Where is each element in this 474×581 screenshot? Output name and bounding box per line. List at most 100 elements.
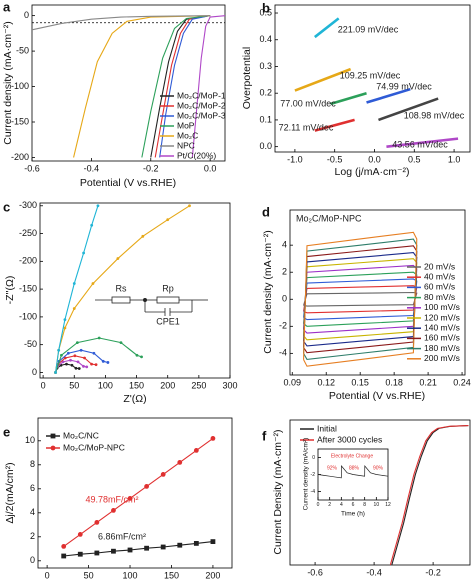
y-axis-title: -Z''(Ω): [4, 276, 16, 305]
marker: [66, 351, 70, 355]
y-tick-label: 0.4: [259, 34, 272, 44]
legend-label: Initial: [317, 423, 337, 433]
series-line: [63, 437, 214, 547]
x-tick-label: -0.6: [24, 163, 40, 173]
annotation: Rs: [116, 283, 127, 293]
legend-label: 160 mV/s: [424, 333, 460, 343]
y-axis-title: Current density (mA/cm²): [303, 438, 310, 511]
x-tick-label: 4: [340, 502, 343, 508]
marker: [77, 367, 81, 370]
marker: [160, 472, 166, 477]
annotation: 221.09 mV/dec: [338, 24, 399, 34]
x-tick-label: -0.4: [366, 567, 382, 577]
marker: [135, 353, 139, 357]
x-tick-label: 12: [385, 502, 391, 508]
y-tick-label: -300: [19, 200, 37, 210]
series-line: [366, 87, 411, 104]
marker: [127, 547, 133, 553]
y-axis-title: Δj/2(mA/cm²): [4, 462, 16, 523]
legend-label: 180 mV/s: [424, 343, 460, 353]
legend-label: 200 mV/s: [424, 353, 460, 363]
marker: [116, 257, 120, 260]
x-tick-label: -0.2: [425, 567, 441, 577]
y-tick-label: -100: [11, 81, 29, 91]
y-tick-label: -4: [279, 348, 287, 358]
marker: [97, 336, 101, 340]
series-line: [31, 15, 211, 31]
marker: [111, 548, 116, 554]
annotation: Rp: [162, 283, 174, 293]
panel-label: c: [3, 199, 10, 214]
x-tick-label: 0.21: [419, 377, 437, 387]
x-tick-label: 200: [160, 380, 175, 390]
x-tick-label: 100: [98, 380, 113, 390]
y-axis-title: Current density (mA·cm⁻²): [262, 230, 274, 353]
y-tick-label: -150: [19, 283, 37, 293]
series-line: [63, 541, 213, 557]
y-tick-label: 0: [32, 367, 37, 377]
y-tick-label: -200: [19, 256, 37, 266]
x-tick-label: 6: [352, 502, 355, 508]
x-tick-label: 100: [123, 570, 138, 580]
marker: [101, 359, 105, 363]
marker: [77, 551, 83, 557]
y-tick-label: -2: [279, 321, 287, 331]
annotation: 92%: [327, 465, 338, 471]
y-tick-label: 10: [25, 435, 35, 445]
x-axis-title: Time (h): [341, 511, 365, 518]
series-line: [159, 15, 211, 158]
series-line: [73, 15, 211, 158]
legend-label: 140 mV/s: [424, 322, 460, 332]
y-axis-title: Current Density (mA·cm⁻²): [272, 429, 284, 554]
y-tick-label: 0.2: [259, 88, 272, 98]
x-tick-label: 0.24: [453, 377, 471, 387]
y-tick-label: -50: [24, 339, 37, 349]
panel-label: b: [262, 0, 270, 15]
legend-label: MoP: [177, 120, 195, 130]
marker: [141, 234, 145, 238]
annotation: Mo₂C/MoP-NPC: [296, 213, 362, 223]
marker: [177, 542, 183, 548]
plot-frame: [37, 417, 233, 569]
x-tick-label: 200: [205, 570, 220, 580]
legend-label: Mo₂C: [177, 130, 198, 140]
legend-label: Mo₂C/MoP-3: [177, 110, 226, 120]
x-tick-label: 0.18: [385, 377, 403, 387]
x-tick-label: 8: [363, 502, 366, 508]
y-tick-label: 0: [24, 10, 29, 20]
marker: [119, 341, 123, 345]
y-tick-label: 6: [30, 483, 35, 493]
x-tick-label: 10: [374, 502, 380, 508]
x-tick-label: -0.2: [143, 163, 159, 173]
marker: [57, 348, 61, 352]
marker: [92, 351, 96, 355]
marker: [69, 358, 72, 362]
legend-label: Mo₂C/MoP-2: [177, 100, 226, 110]
marker: [193, 448, 199, 453]
y-tick-label: 0.5: [259, 7, 272, 17]
series-line: [141, 15, 211, 158]
marker: [127, 496, 133, 501]
y-tick-label: -4: [311, 489, 316, 495]
annotation: 6.86mF/cm²: [98, 531, 146, 541]
annotation: 77.00 mV/dec: [280, 98, 336, 108]
x-tick-label: 50: [84, 570, 94, 580]
legend-label: Mo₂C/MoP-NPC: [63, 442, 125, 452]
x-axis-title: Log (j/mA·cm⁻²): [335, 166, 410, 178]
plot-frame: [39, 202, 231, 379]
series-line: [303, 291, 418, 307]
annotation: 88%: [349, 465, 360, 471]
y-tick-label: -50: [16, 45, 29, 55]
marker: [61, 544, 67, 549]
annotation: 72.11 mV/dec: [279, 122, 334, 132]
legend-label: 120 mV/s: [424, 312, 460, 322]
x-tick-label: 0.09: [283, 377, 301, 387]
marker: [96, 204, 100, 208]
series-line: [389, 425, 469, 566]
legend-label: After 3000 cycles: [317, 434, 382, 444]
legend-label: Mo₂C/MoP-1: [177, 90, 226, 100]
annotation: Electrolyte Change: [331, 453, 373, 459]
y-tick-label: 2: [282, 267, 287, 277]
annotation: 109.25 mV/dec: [340, 70, 401, 80]
marker: [61, 553, 67, 559]
